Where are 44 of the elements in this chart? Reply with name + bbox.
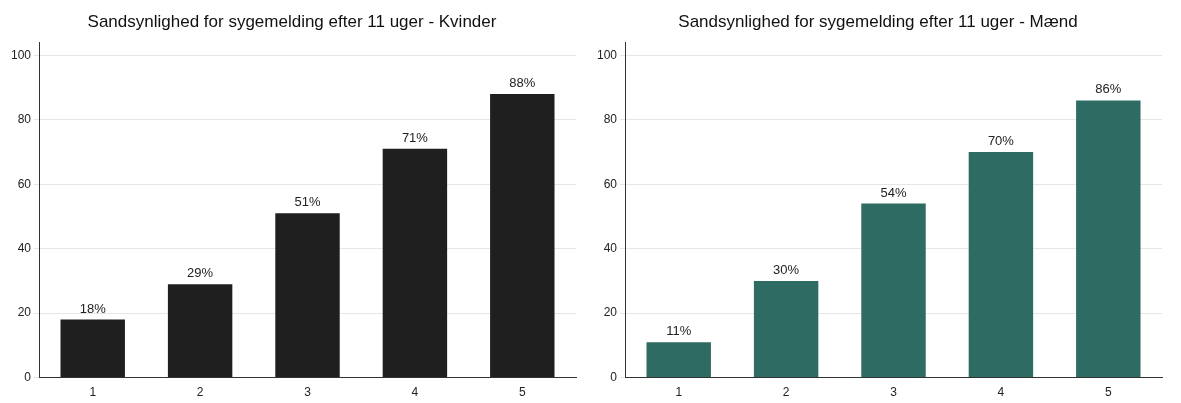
x-tick-label: 5 [518,385,526,400]
bar [60,319,125,378]
x-tick-label: 4 [411,385,419,400]
bar [646,342,711,378]
x-tick-label: 4 [997,385,1005,400]
data-label: 18% [79,300,107,316]
data-label: 29% [187,265,214,281]
y-tick-label: 80 [17,112,32,127]
y-tick-label: 0 [610,369,618,384]
data-label: 71% [401,129,429,145]
y-tick-label: 40 [17,240,32,255]
data-label: 88% [509,75,536,91]
bar [1076,100,1141,378]
bar [968,151,1034,378]
y-tick-label: 0 [24,369,32,384]
bar [861,203,926,378]
y-tick-label: 100 [596,47,618,62]
data-label: 86% [1095,81,1122,97]
x-tick-label: 2 [196,385,204,400]
bar [275,213,340,378]
x-tick-label: 3 [304,385,312,400]
x-tick-label: 2 [782,385,790,400]
bar [753,280,819,378]
bar [490,93,555,378]
data-label: 11% [666,323,692,339]
x-tick-label: 1 [675,385,683,400]
x-tick-label: 1 [89,385,97,400]
data-label: 54% [880,184,907,200]
y-tick-label: 60 [603,176,618,191]
y-tick-label: 80 [603,112,618,127]
x-tick-label: 3 [890,385,898,400]
y-tick-label: 20 [17,305,32,320]
chart-title: Sandsynlighed for sygemelding efter 11 uger - Kvinder [87,11,497,31]
chart-title: Sandsynlighed for sygemelding efter 11 uger - Mænd [678,11,1078,31]
y-tick-label: 100 [10,47,32,62]
bar [382,148,448,378]
data-label: 51% [294,194,321,210]
bar [167,284,233,378]
data-label: 30% [773,261,800,277]
y-tick-label: 40 [603,240,618,255]
y-tick-label: 60 [17,176,32,191]
data-label: 70% [987,133,1015,149]
x-tick-label: 5 [1104,385,1112,400]
y-tick-label: 20 [603,305,618,320]
